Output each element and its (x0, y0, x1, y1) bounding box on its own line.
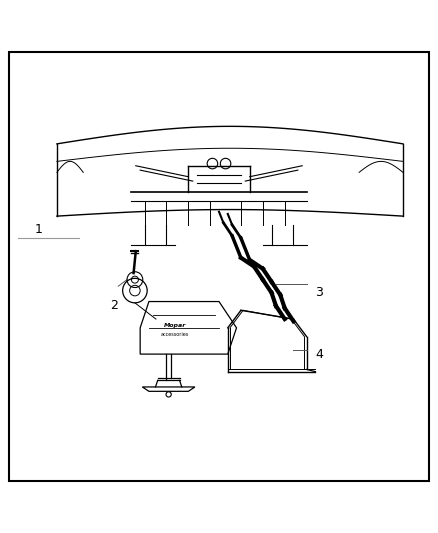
Text: Mopar: Mopar (164, 323, 187, 328)
Circle shape (166, 392, 171, 397)
Text: 3: 3 (315, 286, 323, 300)
Text: 1: 1 (35, 223, 43, 236)
Text: 2: 2 (110, 300, 118, 312)
Text: 4: 4 (315, 348, 323, 361)
Text: accessories: accessories (161, 332, 189, 337)
